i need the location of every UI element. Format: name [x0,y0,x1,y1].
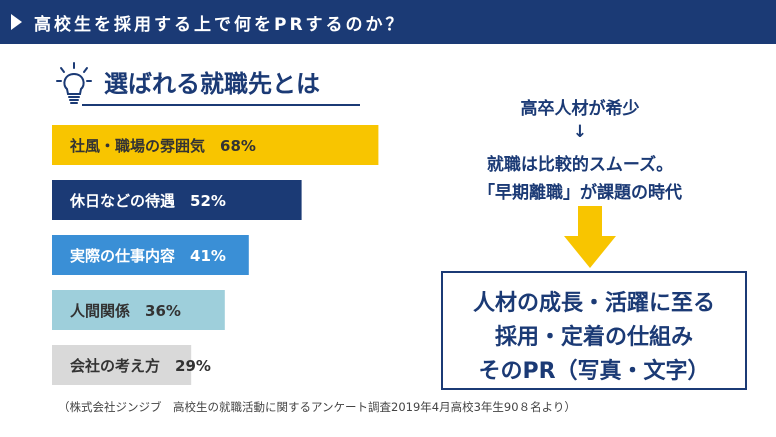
title-underline [82,104,360,106]
bar-label-4: 人間関係 36% [70,302,181,320]
bar-label-3: 実際の仕事内容 41% [70,247,226,265]
bar-label-2: 休日などの待遇 52% [69,192,226,210]
right-text-arrow: ↓ [572,122,588,142]
bar-2 [52,180,302,220]
lightbulb-icon [56,62,92,104]
highlight-line2: 採用・定着の仕組み [494,325,693,350]
bar-1 [52,125,379,165]
bar-label-5: 会社の考え方 29% [70,357,211,375]
right-text-line3: 「早期離職」が課題の時代 [478,183,682,203]
header-bar: 高校生を採用する上で何をPRするのか？ [0,0,776,44]
section-title: 選ばれる就職先とは [104,70,320,98]
highlight-line1: 人材の成長・活躍に至る [472,291,715,316]
right-text-line1: 高卒人材が希少 [520,99,640,119]
header-title: 高校生を採用する上で何をPRするのか？ [34,15,406,35]
bar-3 [52,235,249,275]
bar-5 [52,345,192,385]
bar-4 [52,290,225,330]
play-triangle-icon [11,14,22,30]
bar-label-1: 社風・職場の雰囲気 68% [69,137,256,155]
source-note: （株式会社ジンジブ 高校生の就職活動に関するアンケート調査2019年4月高校3年… [58,400,576,414]
down-arrow-icon [564,206,616,268]
highlight-line3: そのPR（写真・文字） [478,359,710,384]
highlight-box: 人材の成長・活躍に至る 採用・定着の仕組み そのPR（写真・文字） [441,271,747,390]
right-text-line2: 就職は比較的スムーズ。 [486,155,674,175]
